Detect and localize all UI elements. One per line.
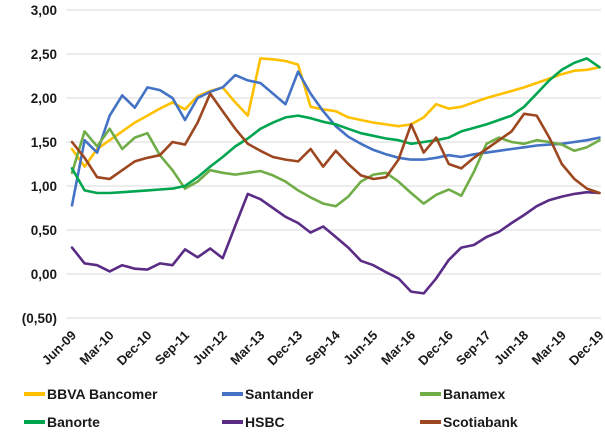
series-line-banorte xyxy=(70,57,601,195)
x-axis-tick-label: Sep-11 xyxy=(152,328,192,368)
legend-label: HSBC xyxy=(245,414,285,430)
y-axis-tick-label: 0,00 xyxy=(31,267,57,282)
x-axis-tick-label: Jun-12 xyxy=(190,328,230,368)
y-axis-tick-label: 0,50 xyxy=(31,223,57,238)
legend-label: Banamex xyxy=(443,386,506,402)
legend-label: Scotiabank xyxy=(443,414,518,430)
x-axis-tick-label: Dec-13 xyxy=(264,328,305,369)
legend-swatch-icon xyxy=(24,420,45,424)
x-axis-tick-label: Dec-19 xyxy=(566,328,605,369)
x-axis-tick-label: Mar-13 xyxy=(227,328,267,368)
legend-item-santander: Santander xyxy=(222,386,420,402)
legend-item-scotiabank: Scotiabank xyxy=(420,414,605,430)
x-axis-tick-label: Mar-10 xyxy=(77,328,117,368)
x-axis-tick-label: Dec-16 xyxy=(415,328,456,369)
legend-item-banamex: Banamex xyxy=(420,386,605,402)
x-axis-tick-label: Sep-14 xyxy=(302,327,343,368)
x-axis-tick-label: Dec-10 xyxy=(114,328,155,369)
y-axis-tick-label: (0,50) xyxy=(22,311,57,326)
x-axis-tick-label: Mar-16 xyxy=(378,328,418,368)
y-axis-tick-label: 2,00 xyxy=(31,91,57,106)
legend-item-bbva-bancomer: BBVA Bancomer xyxy=(24,386,222,402)
line-chart: 3,00 2,50 2,00 1,50 1,00 0,50 0,00 (0,50) Jun-09… xyxy=(22,3,605,369)
x-axis-tick-label: Jun-09 xyxy=(39,328,79,368)
series-line-hsbc xyxy=(70,190,601,295)
legend-label: Banorte xyxy=(47,414,100,430)
legend-item-hsbc: HSBC xyxy=(222,414,420,430)
chart-legend: BBVA Bancomer Santander Banamex Banorte HSBC… xyxy=(0,380,605,436)
plot-area: 3,00 2,50 2,00 1,50 1,00 0,50 0,00 (0,50) Jun-09… xyxy=(22,3,605,369)
legend-item-banorte: Banorte xyxy=(24,414,222,430)
legend-label: BBVA Bancomer xyxy=(47,386,158,402)
series-line-scotiabank xyxy=(70,92,601,195)
legend-swatch-icon xyxy=(222,392,243,396)
legend-swatch-icon xyxy=(222,420,243,424)
legend-swatch-icon xyxy=(420,392,441,396)
x-axis-tick-label: Jun-18 xyxy=(491,328,531,368)
y-axis-tick-label: 1,00 xyxy=(31,179,57,194)
x-axis-tick-label: Sep-17 xyxy=(453,328,494,369)
series-line-santander xyxy=(70,70,601,207)
series-line-banamex xyxy=(70,127,601,208)
y-axis-tick-label: 1,50 xyxy=(31,135,57,150)
x-axis-tick-label: Mar-19 xyxy=(529,328,569,368)
legend-swatch-icon xyxy=(420,420,441,424)
legend-swatch-icon xyxy=(24,392,45,396)
y-axis-tick-label: 2,50 xyxy=(31,47,57,62)
x-axis-tick-label: Jun-15 xyxy=(340,328,380,368)
series-line-bbva-bancomer xyxy=(70,57,601,168)
y-axis-tick-label: 3,00 xyxy=(31,3,57,18)
legend-label: Santander xyxy=(245,386,314,402)
